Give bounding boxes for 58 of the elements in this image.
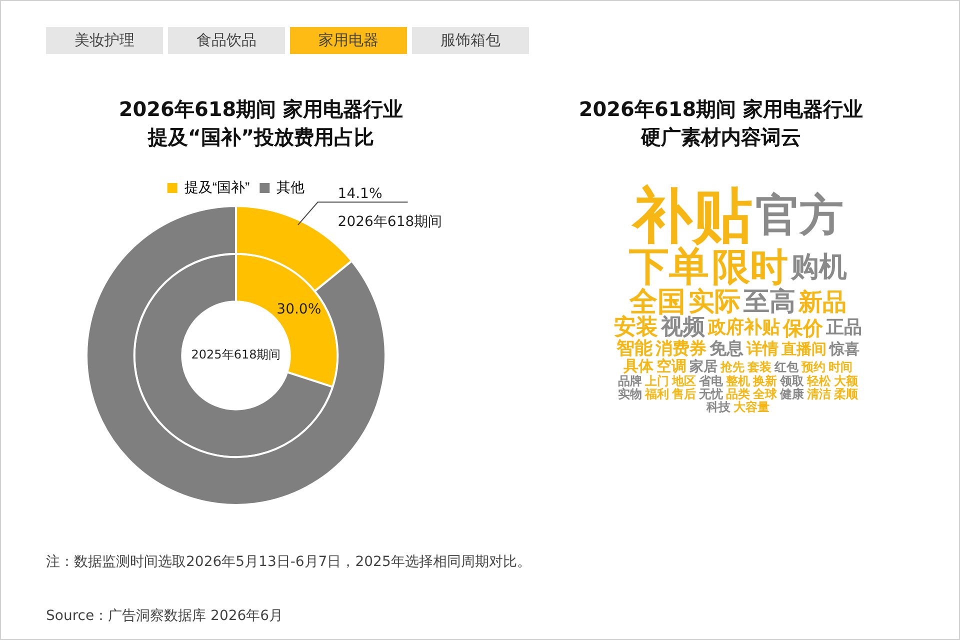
text: 柔顺: [834, 387, 858, 401]
text: 惊喜: [830, 340, 860, 358]
legend-label: 其他: [276, 178, 305, 195]
text: 新品: [798, 288, 846, 316]
text: 限时: [712, 245, 788, 289]
text: 套装: [748, 360, 772, 374]
text: 科技: [706, 400, 730, 414]
text: 服饰箱包: [412, 27, 529, 54]
text: 实际: [688, 287, 740, 317]
text: 具体: [624, 357, 654, 375]
text: 品类: [726, 387, 750, 401]
text: 购机: [791, 250, 847, 283]
text: 消费券: [656, 338, 706, 358]
text: 安装: [614, 315, 658, 340]
text: 空调: [656, 357, 686, 375]
text: 2026年618期间 家用电器行业硬广素材内容词云: [578, 96, 864, 151]
text: 领取: [780, 374, 804, 388]
text: 免息: [710, 338, 744, 358]
text: 至高: [744, 287, 796, 317]
legend-label: 提及“国补”: [184, 178, 250, 195]
text: 保价: [783, 316, 823, 340]
slice-label: 2026年618期间: [338, 214, 442, 230]
text: 大额: [834, 374, 858, 388]
text: 整机: [726, 374, 750, 388]
text: 福利: [645, 387, 669, 401]
text: 全球: [753, 387, 777, 401]
text: 上门: [645, 374, 669, 388]
chart-title: 2026年618期间 家用电器行业提及“国补”投放费用占比: [118, 96, 404, 151]
text: 换新: [753, 374, 777, 388]
text: 省电: [699, 374, 723, 388]
text: 注：数据监测时间选取2026年5月13日-6月7日，2025年选择相同周期对比。: [46, 553, 531, 571]
text: 大容量: [734, 400, 770, 414]
text: 预约: [802, 360, 826, 374]
text: 正品: [826, 317, 862, 338]
text: 家用电器: [290, 27, 407, 54]
text: 轻松: [807, 374, 831, 388]
slice-label: 2025年618期间: [191, 348, 281, 362]
text: 红包: [774, 360, 798, 374]
data-label: 14.1%: [338, 186, 382, 202]
text: 无忧: [699, 387, 723, 401]
text: 健康: [780, 387, 804, 401]
text: 时间: [828, 360, 852, 374]
text: 美妆护理: [46, 27, 163, 54]
text: 直播间: [782, 340, 826, 358]
source-note: Source：广告洞察数据库 2026年6月: [46, 607, 284, 625]
text: 食品饮品: [168, 27, 285, 54]
text: 实物: [618, 387, 642, 401]
text: 品牌: [618, 374, 642, 388]
text: 地区: [672, 374, 696, 388]
text: 详情: [746, 339, 778, 358]
text: 智能: [616, 338, 652, 359]
text: 家居: [690, 358, 718, 374]
text: 抢先: [720, 360, 744, 374]
text: 政府补贴: [708, 317, 780, 338]
data-label: 30.0%: [276, 301, 322, 318]
text: 售后: [672, 387, 696, 401]
text: 清洁: [807, 387, 831, 401]
text: 官方: [756, 190, 844, 241]
